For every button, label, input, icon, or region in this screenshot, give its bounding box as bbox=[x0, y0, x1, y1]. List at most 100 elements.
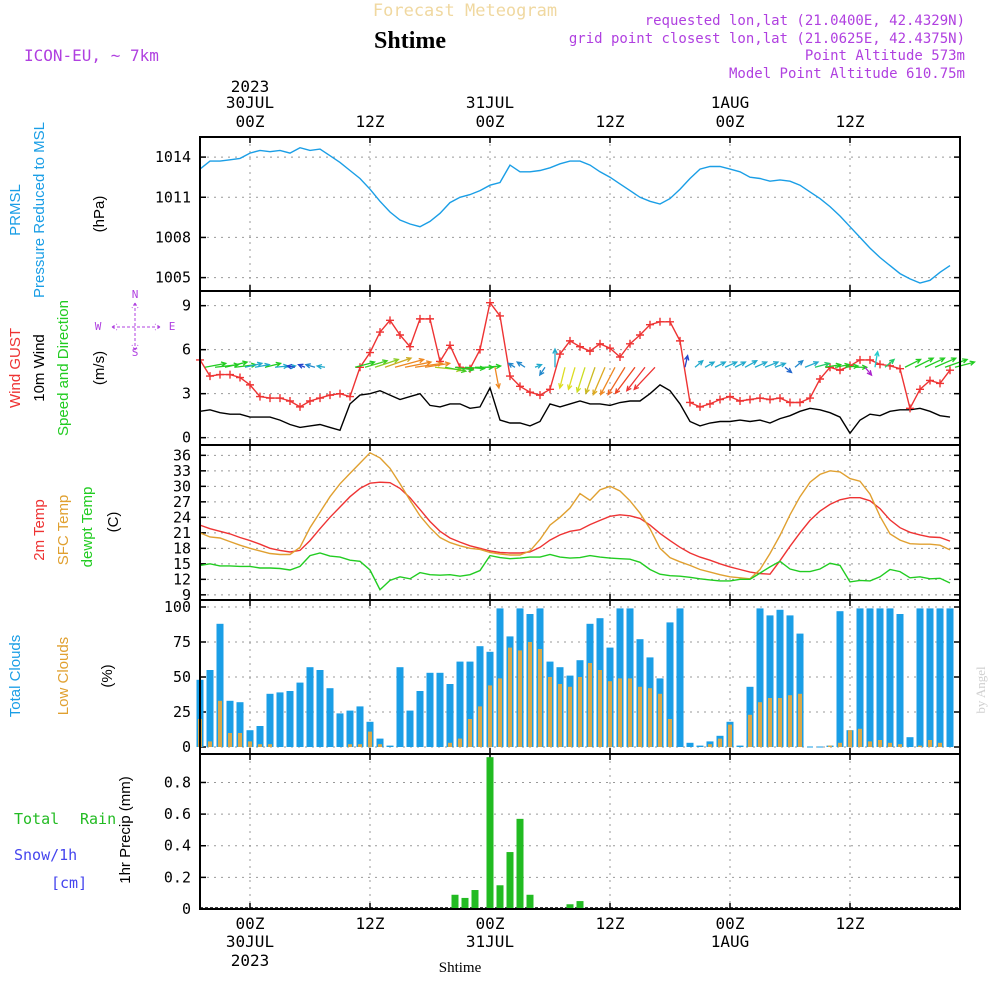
low-cloud-bar bbox=[648, 688, 652, 747]
gust-marker bbox=[216, 370, 224, 379]
y-tick-label: 1014 bbox=[155, 148, 191, 166]
y-tick-label: 0 bbox=[182, 738, 191, 756]
total-cloud-bar bbox=[426, 672, 434, 747]
y-tick-label: 18 bbox=[173, 539, 191, 557]
wind-vector bbox=[934, 357, 958, 368]
temp-line-2m-temp bbox=[199, 481, 951, 575]
gust-marker bbox=[796, 398, 804, 407]
gust-marker bbox=[906, 404, 914, 413]
total-cloud-bar bbox=[796, 633, 804, 747]
faint-title: Forecast Meteogram bbox=[373, 1, 557, 21]
bottom-time-label: 00Z bbox=[236, 914, 265, 933]
total-cloud-bar bbox=[316, 670, 324, 747]
wind-vector bbox=[394, 357, 426, 368]
bottom-time-label: 12Z bbox=[596, 914, 625, 933]
gust-marker bbox=[836, 366, 844, 375]
low-cloud-bar bbox=[558, 684, 562, 747]
wind-vector bbox=[784, 366, 793, 374]
y-tick-label: 6 bbox=[182, 341, 191, 359]
gust-marker bbox=[576, 342, 584, 351]
wind-vector bbox=[494, 367, 501, 390]
y-tick-label: 0.4 bbox=[164, 837, 191, 855]
wind-vector bbox=[575, 367, 586, 394]
low-cloud-bar bbox=[568, 686, 572, 747]
gust-marker bbox=[506, 372, 514, 381]
low-cloud-bar bbox=[468, 719, 472, 747]
total-rain-label-2: Rain bbox=[80, 810, 116, 828]
point-altitude: Point Altitude 573m bbox=[805, 48, 965, 64]
wind-vector bbox=[864, 366, 873, 377]
snow-unit: [cm] bbox=[51, 874, 87, 892]
total-cloud-bar bbox=[686, 742, 694, 747]
gust-marker bbox=[276, 394, 284, 403]
low-cloud-bar bbox=[638, 686, 642, 747]
wind-direction-label: Speed and Direction bbox=[55, 300, 72, 436]
total-cloud-bar bbox=[736, 745, 744, 747]
top-time-label: 30JUL bbox=[226, 93, 274, 112]
wind-vector bbox=[515, 361, 526, 368]
low-cloud-bar bbox=[628, 678, 632, 747]
gust-marker bbox=[946, 366, 954, 375]
panel-frame bbox=[199, 136, 961, 292]
low-cloud-bar bbox=[598, 670, 602, 747]
low-cloud-bar bbox=[538, 649, 542, 747]
pressure-line bbox=[199, 146, 951, 284]
total-cloud-bar bbox=[446, 684, 454, 747]
total-cloud-bar bbox=[256, 726, 264, 747]
wind-unit: (m/s) bbox=[91, 351, 108, 385]
wind-vector bbox=[285, 363, 296, 370]
low-cloud-bar bbox=[708, 744, 712, 747]
gust-marker bbox=[486, 298, 494, 307]
low-cloud-bar bbox=[358, 744, 362, 747]
panel-precip: 0 0.2 0.4 0.6 0.8 bbox=[164, 753, 961, 918]
sfc-temp-label: SFC Temp bbox=[55, 495, 72, 566]
low-cloud-bar bbox=[458, 738, 462, 747]
gust-marker bbox=[626, 339, 634, 348]
y-tick-label: 0 bbox=[182, 429, 191, 447]
panel-wind: 0 3 6 9 bbox=[182, 290, 976, 447]
temp-unit: (C) bbox=[105, 512, 122, 533]
gust-marker bbox=[326, 391, 334, 400]
gust-marker bbox=[696, 402, 704, 411]
gust-marker bbox=[926, 376, 934, 385]
wind-vector bbox=[538, 366, 546, 377]
low-cloud-bar bbox=[578, 677, 582, 747]
gust-marker bbox=[636, 331, 644, 339]
wind-vector bbox=[584, 367, 596, 395]
total-cloud-bar bbox=[276, 692, 284, 747]
total-cloud-bar bbox=[406, 710, 414, 747]
total-cloud-bar bbox=[236, 702, 244, 747]
gust-marker bbox=[646, 320, 654, 329]
gust-marker bbox=[856, 355, 864, 364]
total-clouds-label: Total Clouds bbox=[7, 635, 24, 718]
total-cloud-bar bbox=[386, 745, 394, 747]
low-cloud-bar bbox=[768, 698, 772, 747]
gust-marker bbox=[896, 364, 904, 373]
y-tick-label: 27 bbox=[173, 493, 191, 511]
low-cloud-bar bbox=[498, 678, 502, 747]
bottom-time-label: 00Z bbox=[716, 914, 745, 933]
total-cloud-bar bbox=[896, 614, 904, 747]
low-cloud-bar bbox=[798, 693, 802, 747]
total-cloud-bar bbox=[306, 667, 314, 747]
wind-vector bbox=[944, 358, 969, 368]
wind-vector bbox=[714, 361, 727, 368]
gust-marker bbox=[526, 388, 534, 397]
total-cloud-bar bbox=[836, 611, 844, 747]
top-time-label: 12Z bbox=[836, 112, 865, 131]
low-cloud-bar bbox=[928, 740, 932, 747]
gust-marker bbox=[286, 397, 294, 405]
low-cloud-bar bbox=[248, 741, 252, 747]
gust-marker bbox=[816, 375, 824, 383]
low-cloud-bar bbox=[788, 695, 792, 747]
low-cloud-bar bbox=[748, 714, 752, 747]
wind-speed-line bbox=[199, 384, 951, 435]
bottom-time-label: 12Z bbox=[836, 914, 865, 933]
total-cloud-bar bbox=[346, 710, 354, 747]
low-cloud-bar bbox=[488, 685, 492, 747]
gust-marker bbox=[426, 314, 434, 323]
y-tick-label: 100 bbox=[164, 598, 191, 616]
y-tick-label: 30 bbox=[173, 477, 191, 495]
low-clouds-label: Low Clouds bbox=[55, 637, 72, 715]
